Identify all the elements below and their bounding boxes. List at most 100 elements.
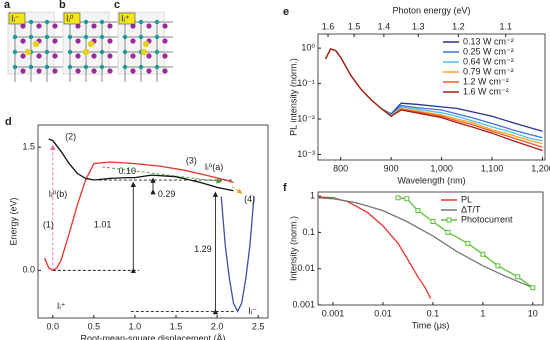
x-tick-label: 2.0 — [211, 321, 224, 331]
annotation: (1) — [43, 220, 54, 230]
pb-atom — [67, 34, 73, 40]
i-atom — [52, 53, 58, 59]
annotation-line — [231, 186, 243, 194]
i-atom — [75, 38, 81, 44]
pb-atom — [99, 64, 105, 70]
legend-label: 0.13 W cm⁻² — [463, 36, 514, 46]
marker — [415, 208, 421, 214]
y-tick-label: 0.1 — [302, 227, 315, 237]
i-atom — [130, 53, 136, 59]
panel-letter: f — [283, 182, 287, 194]
pb-atom — [83, 64, 89, 70]
annotation: 1.01 — [94, 220, 112, 230]
series-line — [318, 196, 432, 299]
marker — [530, 285, 536, 291]
pb-atom — [154, 19, 160, 25]
pb-atom — [28, 19, 34, 25]
legend-label: 0.25 W cm⁻² — [463, 46, 514, 56]
pb-atom — [122, 64, 128, 70]
i-atom — [91, 68, 97, 74]
pb-atom — [44, 64, 50, 70]
x-tick-label: 1,100 — [481, 163, 504, 173]
i-atom — [107, 23, 113, 29]
x-tick-label: 1 — [480, 308, 485, 318]
x-axis-title: Wavelength (nm) — [397, 175, 465, 185]
structure-label: Iᵢ⁺ — [121, 13, 130, 23]
plot-area — [325, 48, 543, 152]
y-tick-label: 10⁻¹ — [297, 78, 315, 88]
pb-atom — [138, 19, 144, 25]
panel-letter: e — [283, 6, 289, 18]
pb-atom — [83, 34, 89, 40]
i-atom — [52, 38, 58, 44]
annotation: Iᵢ⁺ — [57, 301, 66, 311]
panel-letter: b — [59, 0, 66, 11]
pb-atom — [12, 49, 18, 55]
y-tick-label: 1 — [310, 191, 315, 201]
pb-atom — [138, 64, 144, 70]
pb-atom — [138, 34, 144, 40]
series-line — [220, 196, 255, 313]
i-atom — [146, 68, 152, 74]
x2-tick-label: 1.1 — [499, 21, 512, 31]
annotation: (3) — [186, 156, 197, 166]
annotation: Iᵢ⁰(b) — [49, 189, 68, 199]
pb-atom — [99, 34, 105, 40]
interstitial — [24, 48, 32, 56]
x2-tick-label: 1.3 — [412, 21, 425, 31]
legend-marker — [446, 217, 452, 223]
pb-atom — [154, 34, 160, 40]
marker — [480, 251, 486, 257]
i-atom — [20, 38, 26, 44]
i-atom — [130, 38, 136, 44]
marker — [445, 229, 451, 235]
pb-atom — [99, 49, 105, 55]
x-tick-label: 900 — [384, 163, 399, 173]
x-tick-label: 1.5 — [170, 321, 183, 331]
i-atom — [91, 53, 97, 59]
label-box — [63, 12, 81, 25]
i-atom — [75, 53, 81, 59]
x-tick-label: 10 — [528, 308, 538, 318]
x-tick-label: 2.5 — [252, 321, 265, 331]
marker — [430, 218, 436, 224]
i-atom — [162, 38, 168, 44]
y-axis-title: Intensity (norm.) — [288, 216, 298, 281]
x2-axis-title: Photon energy (eV) — [392, 5, 470, 15]
i-atom — [107, 68, 113, 74]
plot-frame — [37, 124, 269, 319]
structure-label: Iᵢ⁰ — [66, 13, 74, 23]
plot-frame — [317, 191, 544, 306]
i-atom — [162, 68, 168, 74]
panel-letter: d — [5, 116, 12, 128]
label-box — [118, 12, 136, 25]
i-atom — [20, 23, 26, 29]
x-tick-label: 1,200 — [531, 163, 550, 173]
label-box — [8, 12, 26, 25]
y-tick-label: 10⁰ — [301, 42, 315, 52]
structure-label: Iᵢ⁻ — [11, 13, 20, 23]
plot-area — [318, 195, 536, 299]
plot-frame — [317, 33, 546, 161]
x-tick-label: 0.001 — [322, 308, 345, 318]
pb-atom — [28, 34, 34, 40]
i-atom — [162, 23, 168, 29]
legend-label: 1.6 W cm⁻² — [463, 86, 509, 96]
x-tick-label: 0.5 — [88, 321, 101, 331]
series-line — [48, 138, 234, 192]
i-atom — [146, 53, 152, 59]
pb-atom — [83, 19, 89, 25]
marker — [495, 263, 501, 269]
i-atom — [36, 53, 42, 59]
i-atom — [20, 68, 26, 74]
y-tick-label: 0.01 — [297, 263, 315, 273]
x-axis-title: Time (μs) — [412, 320, 450, 330]
annotation: Iᵢ⁻ — [248, 306, 257, 316]
plot-area — [43, 138, 255, 313]
annotation: 0.10 — [119, 166, 137, 176]
series-line — [318, 197, 534, 289]
x-tick-label: 0.0 — [47, 321, 60, 331]
legend-label: 0.64 W cm⁻² — [463, 56, 514, 66]
i-atom — [146, 23, 152, 29]
